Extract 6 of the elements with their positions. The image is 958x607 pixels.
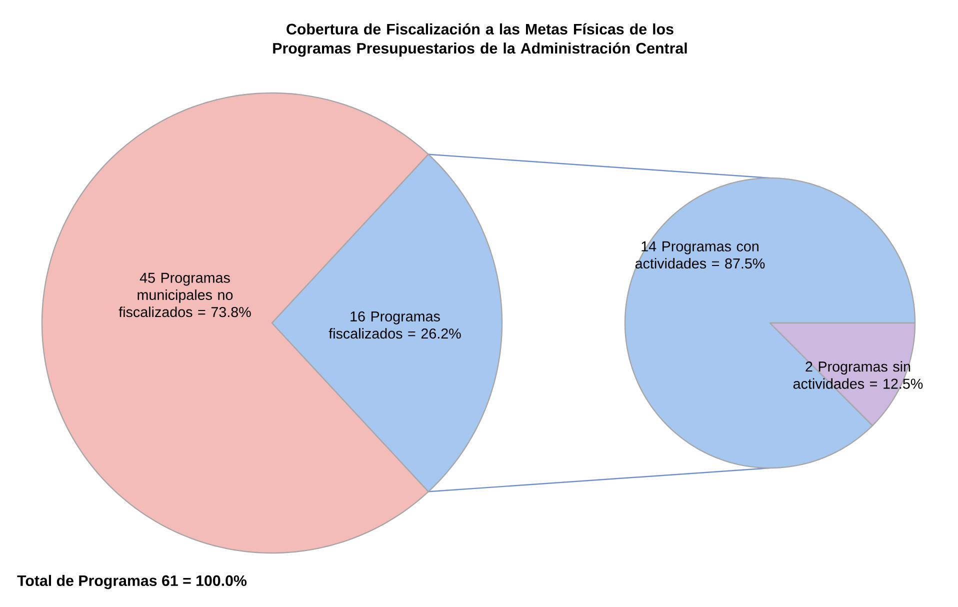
text: Total de Programas 61 = 100.0% — [17, 574, 247, 590]
slice-label: 2 Programas sin actividades = 12.5% — [793, 361, 923, 389]
slice-label: 14 Programas con actividades = 87.5% — [635, 241, 765, 269]
chart-title: Cobertura de Fiscalización a las Metas Físicas de los Programas Presupuestarios de la Administración Central — [273, 23, 687, 57]
slice-label: 16 Programas fiscalizados = 26.2% — [328, 311, 461, 339]
slice-label: 45 Programas municipales no fiscalizados = 73.8% — [118, 272, 251, 318]
